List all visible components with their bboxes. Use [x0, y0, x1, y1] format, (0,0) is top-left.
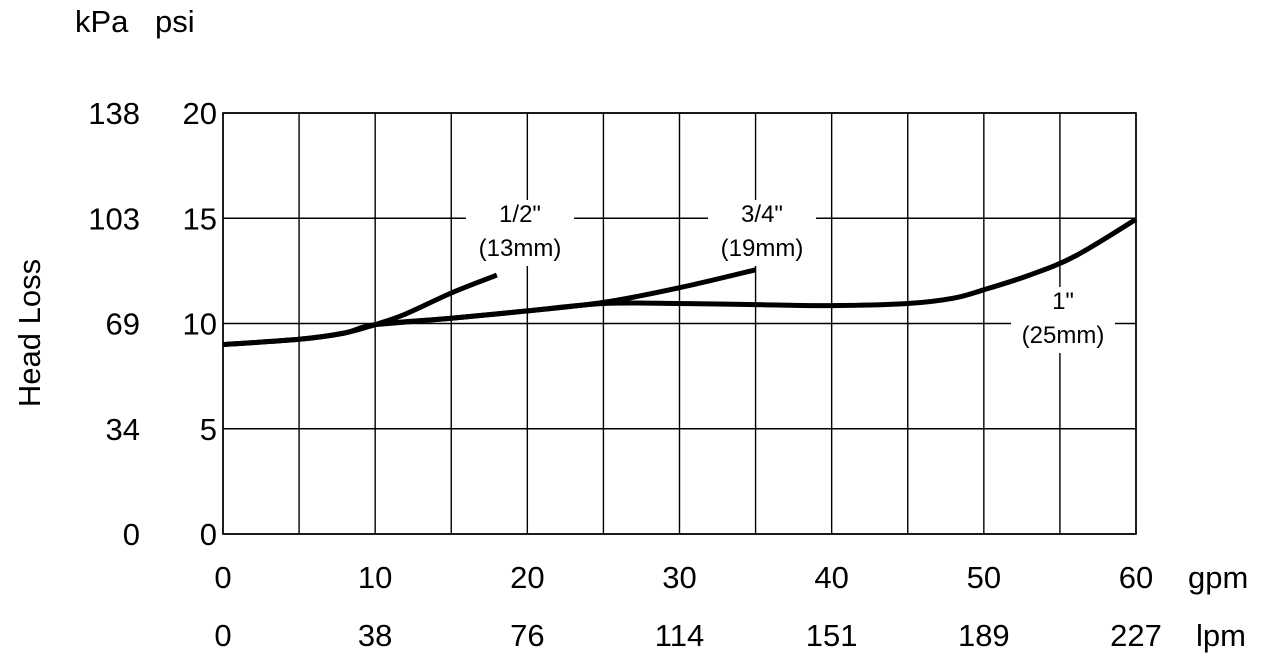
plot-frame	[222, 112, 1137, 535]
lpm-unit-label: lpm	[1196, 618, 1246, 653]
y-tick-label-kpa: 69	[106, 307, 140, 342]
curve-label-line: 1/2"	[499, 201, 541, 228]
curve-label-three-quarter-inch: 3/4" (19mm)	[708, 200, 816, 266]
x-tick-label-gpm: 0	[214, 560, 231, 595]
x-tick-label-lpm: 0	[214, 618, 231, 653]
x-tick-label-lpm: 151	[806, 618, 858, 653]
curve-label-background	[708, 200, 816, 266]
y-tick-label-psi: 0	[200, 517, 217, 552]
y-tick-label-psi: 5	[200, 412, 217, 447]
curve-label-line: 1"	[1052, 288, 1074, 315]
curve-label-background	[466, 200, 574, 266]
grid	[222, 112, 1137, 535]
kpa-unit-label: kPa	[75, 4, 129, 39]
y-tick-label-psi: 10	[183, 307, 217, 342]
curve-label-one-inch: 1" (25mm)	[1011, 287, 1115, 353]
curve-label-line: 3/4"	[741, 201, 783, 228]
psi-unit-label: psi	[155, 4, 195, 39]
y-axis-title: Head Loss	[12, 259, 47, 407]
x-tick-label-lpm: 189	[958, 618, 1010, 653]
tick-labels: 0 10 20 30 40 50 60 0 38 76 114 151 189 227 0 5 10 15 20 0 3…	[88, 96, 1162, 653]
x-tick-label-lpm: 114	[655, 618, 704, 653]
curve-label-line: (13mm)	[479, 235, 562, 262]
y-tick-label-kpa: 138	[88, 96, 140, 131]
x-tick-label-lpm: 227	[1110, 618, 1162, 653]
x-tick-label-lpm: 38	[358, 618, 392, 653]
curve-label-half-inch: 1/2" (13mm)	[466, 200, 574, 266]
y-tick-label-psi: 20	[183, 96, 217, 131]
curve-label-background	[1011, 287, 1115, 353]
series-lines	[222, 217, 1138, 347]
x-tick-label-gpm: 10	[358, 560, 392, 595]
y-tick-label-psi: 15	[183, 201, 217, 236]
x-tick-label-gpm: 20	[510, 560, 544, 595]
y-tick-label-kpa: 34	[106, 412, 140, 447]
curve-labels: 1/2" (13mm) 3/4" (19mm) 1" (25mm)	[466, 200, 1115, 353]
series-line-half-inch	[222, 272, 498, 347]
y-tick-label-kpa: 0	[123, 517, 140, 552]
x-tick-label-gpm: 40	[814, 560, 848, 595]
series-line-one-inch	[222, 217, 1138, 347]
curve-label-line: (25mm)	[1022, 322, 1105, 349]
series-line-three-quarter-inch	[374, 267, 757, 328]
x-tick-label-gpm: 60	[1119, 560, 1153, 595]
gpm-unit-label: gpm	[1188, 560, 1248, 595]
x-tick-label-gpm: 30	[662, 560, 696, 595]
x-tick-label-gpm: 50	[967, 560, 1001, 595]
x-tick-label-lpm: 76	[510, 618, 544, 653]
curve-label-line: (19mm)	[721, 235, 804, 262]
y-tick-label-kpa: 103	[88, 201, 140, 236]
